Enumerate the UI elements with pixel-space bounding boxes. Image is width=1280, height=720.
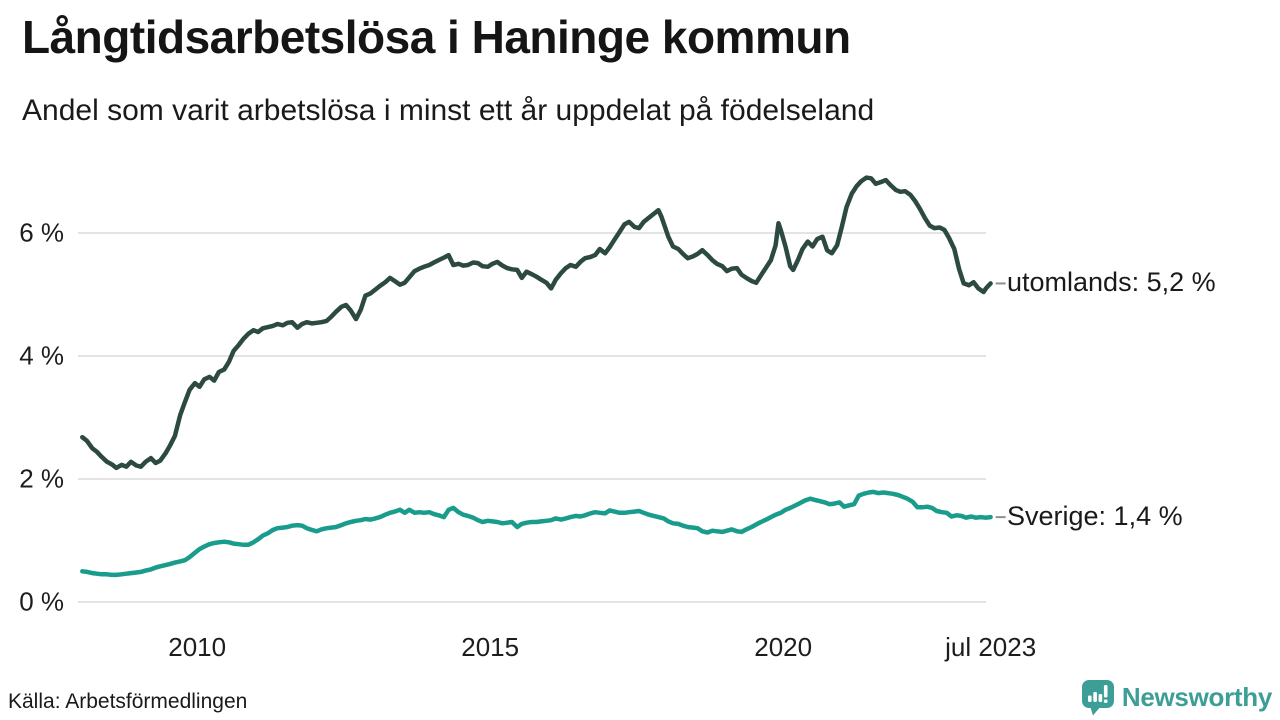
- y-axis-tick-label: 6 %: [19, 217, 64, 248]
- x-axis-tick-label: 2015: [461, 632, 520, 662]
- y-axis-tick-label: 0 %: [19, 586, 64, 617]
- series-line-utomlands: [80, 175, 993, 471]
- y-axis-tick-label: 2 %: [19, 463, 64, 494]
- x-axis-tick-label: 2020: [754, 632, 813, 662]
- newsworthy-logo: Newsworthy: [1081, 679, 1272, 716]
- series-line-Sverige: [80, 489, 993, 578]
- y-axis-tick-label: 4 %: [19, 340, 64, 371]
- source-note: Källa: Arbetsförmedlingen: [8, 690, 248, 713]
- series-end-label-utomlands: utomlands: 5,2 %: [1007, 267, 1216, 298]
- x-axis-tick-label: jul 2023: [945, 632, 1037, 662]
- newsworthy-bubble-chart-icon: [1081, 680, 1114, 716]
- series-end-label-Sverige: Sverige: 1,4 %: [1007, 501, 1183, 532]
- newsworthy-wordmark: Newsworthy: [1121, 682, 1272, 712]
- page-title: Långtidsarbetslösa i Haninge kommun: [22, 11, 851, 63]
- x-axis-tick-label: 2010: [168, 632, 227, 662]
- chart-subtitle: Andel som varit arbetslösa i minst ett å…: [22, 94, 875, 127]
